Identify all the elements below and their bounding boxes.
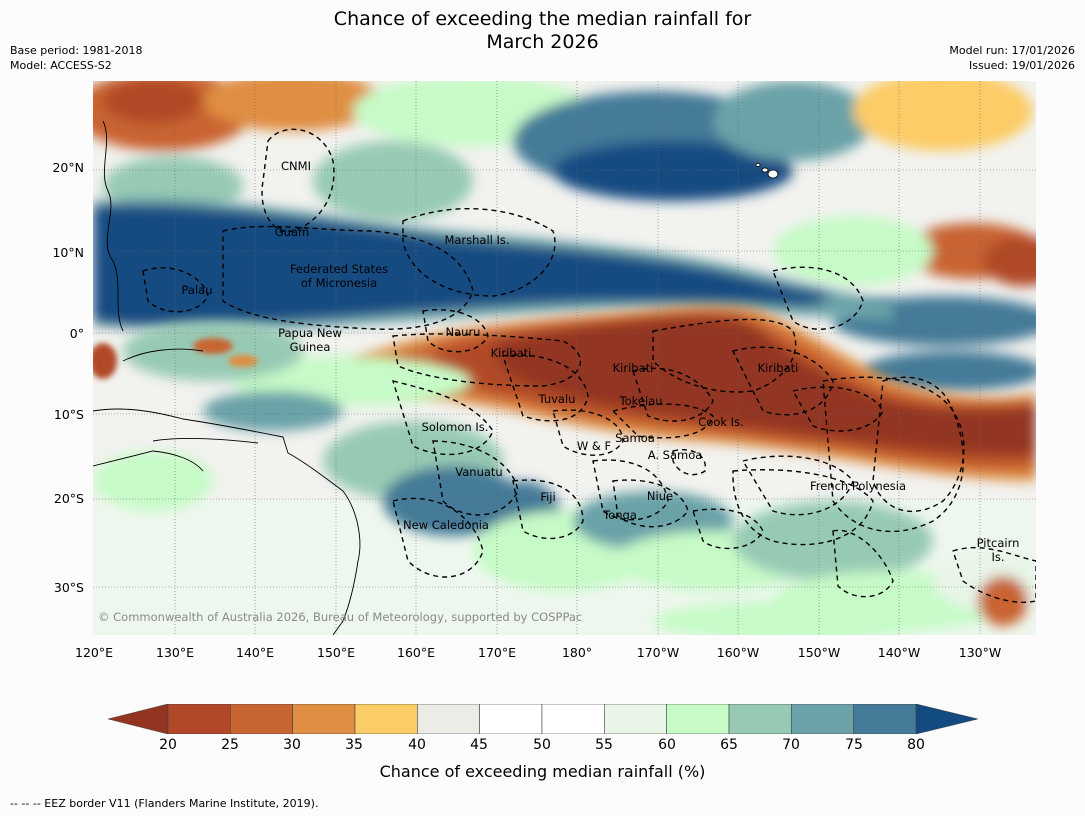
label-kiribati-west: Kiribati — [490, 346, 532, 360]
colorbar-tick-25: 25 — [221, 737, 239, 753]
colorbar-tick-55: 55 — [595, 737, 613, 753]
label-tokelau: Tokelau — [619, 394, 663, 408]
lon-tick-160e: 160°E — [396, 645, 436, 660]
label-french-polynesia: French Polynesia — [809, 479, 907, 493]
colorbar-cell — [230, 704, 293, 734]
label-marshall: Marshall Is. — [444, 233, 510, 247]
colorbar-cell — [604, 704, 667, 734]
colorbar-tick-45: 45 — [470, 737, 488, 753]
copyright-note: © Commonwealth of Australia 2026, Bureau… — [98, 610, 583, 624]
rainfall-map[interactable]: CNMI Guam Marshall Is. Federated States … — [93, 81, 1036, 635]
lon-tick-140w: 140°W — [877, 645, 921, 660]
colorbar-over-arrow — [915, 704, 978, 734]
label-wf: W & F — [576, 439, 612, 453]
meta-left: Base period: 1981-2018 Model: ACCESS-S2 — [10, 43, 142, 73]
issued-date: Issued: 19/01/2026 — [968, 59, 1075, 72]
lat-tick-10n: 10°N — [52, 245, 84, 260]
label-pitcairn-2: Is. — [991, 550, 1005, 564]
lon-tick-120e: 120°E — [74, 645, 114, 660]
label-palau: Palau — [181, 283, 213, 297]
colorbar-tick-50: 50 — [533, 737, 551, 753]
colorbar-tick-35: 35 — [345, 737, 363, 753]
label-asamoa: A. Samoa — [647, 448, 703, 462]
colorbar-cells — [167, 704, 917, 734]
eez-footnote: -- -- -- EEZ border V11 (Flanders Marine… — [10, 797, 319, 810]
lat-tick-0: 0° — [69, 326, 84, 341]
map-canvas — [93, 81, 1036, 635]
label-fsm-2: of Micronesia — [300, 276, 378, 290]
colorbar-tick-20: 20 — [159, 737, 177, 753]
colorbar-tick-30: 30 — [283, 737, 301, 753]
graticule — [93, 81, 1036, 635]
colorbar-tick-70: 70 — [782, 737, 800, 753]
meta-right: Model run: 17/01/2026 Issued: 19/01/2026 — [949, 43, 1075, 73]
colorbar — [108, 704, 978, 734]
coastlines — [93, 120, 361, 635]
hawaii-islands — [755, 163, 779, 179]
map-title: Chance of exceeding the median rainfall … — [0, 8, 1085, 54]
base-period: Base period: 1981-2018 — [10, 44, 143, 57]
label-guam: Guam — [274, 225, 310, 239]
lat-tick-20n: 20°N — [52, 160, 84, 175]
label-pitcairn-1: Pitcairn — [976, 536, 1020, 550]
colorbar-cell — [479, 704, 543, 734]
label-niue: Niue — [646, 489, 674, 503]
colorbar-under-arrow — [108, 704, 169, 734]
colorbar-tick-60: 60 — [658, 737, 676, 753]
lon-tick-170w: 170°W — [636, 645, 680, 660]
label-kiribati-central: Kiribati — [612, 361, 654, 375]
colorbar-cell — [791, 704, 854, 734]
lon-tick-170e: 170°E — [477, 645, 517, 660]
label-cnmi: CNMI — [281, 159, 311, 173]
lon-tick-150w: 150°W — [797, 645, 841, 660]
label-tuvalu: Tuvalu — [538, 392, 576, 406]
lat-tick-20s: 20°S — [53, 491, 84, 506]
label-tonga: Tonga — [603, 508, 637, 522]
colorbar-cell — [292, 704, 356, 734]
title-line-1: Chance of exceeding the median rainfall … — [333, 8, 752, 30]
label-png-2: Guinea — [289, 340, 331, 354]
label-nauru: Nauru — [445, 325, 481, 339]
colorbar-tick-40: 40 — [408, 737, 426, 753]
label-png-1: Papua New — [278, 326, 342, 340]
label-new-caledonia: New Caledonia — [403, 518, 489, 532]
model-name: Model: ACCESS-S2 — [10, 59, 112, 72]
lon-tick-130e: 130°E — [155, 645, 195, 660]
colorbar-tick-75: 75 — [845, 737, 863, 753]
colorbar-cell — [417, 704, 480, 734]
colorbar-title: Chance of exceeding median rainfall (%) — [379, 762, 706, 781]
eez-borders — [142, 128, 1036, 603]
lat-tick-30s: 30°S — [53, 580, 84, 595]
png-dry-speckles — [93, 338, 258, 379]
lon-tick-140e: 140°E — [235, 645, 275, 660]
lon-tick-150e: 150°E — [316, 645, 356, 660]
colorbar-cell — [853, 704, 917, 734]
colorbar-cell — [354, 704, 418, 734]
label-fsm-1: Federated States — [289, 262, 389, 276]
lon-tick-130w: 130°W — [958, 645, 1002, 660]
label-samoa: Samoa — [615, 431, 655, 445]
label-cook: Cook Is. — [698, 415, 744, 429]
colorbar-cell — [167, 704, 231, 734]
colorbar-tick-65: 65 — [720, 737, 738, 753]
label-kiribati-east: Kiribati — [757, 361, 799, 375]
colorbar-cell — [728, 704, 792, 734]
model-run: Model run: 17/01/2026 — [949, 44, 1075, 57]
lon-tick-180: 180° — [561, 645, 593, 660]
label-vanuatu: Vanuatu — [455, 465, 503, 479]
lat-tick-10s: 10°S — [53, 407, 84, 422]
title-line-2: March 2026 — [486, 31, 599, 53]
colorbar-cell — [666, 704, 730, 734]
colorbar-cell — [541, 704, 605, 734]
colorbar-tick-80: 80 — [907, 737, 925, 753]
itcz-wet-band — [93, 198, 893, 332]
label-fiji: Fiji — [540, 490, 556, 504]
label-solomon: Solomon Is. — [421, 420, 489, 434]
south-patches — [93, 321, 1036, 635]
lon-tick-160w: 160°W — [716, 645, 760, 660]
